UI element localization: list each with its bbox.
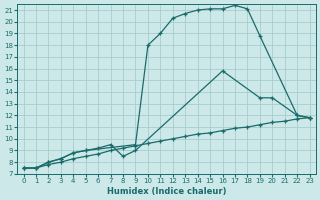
X-axis label: Humidex (Indice chaleur): Humidex (Indice chaleur) <box>107 187 226 196</box>
